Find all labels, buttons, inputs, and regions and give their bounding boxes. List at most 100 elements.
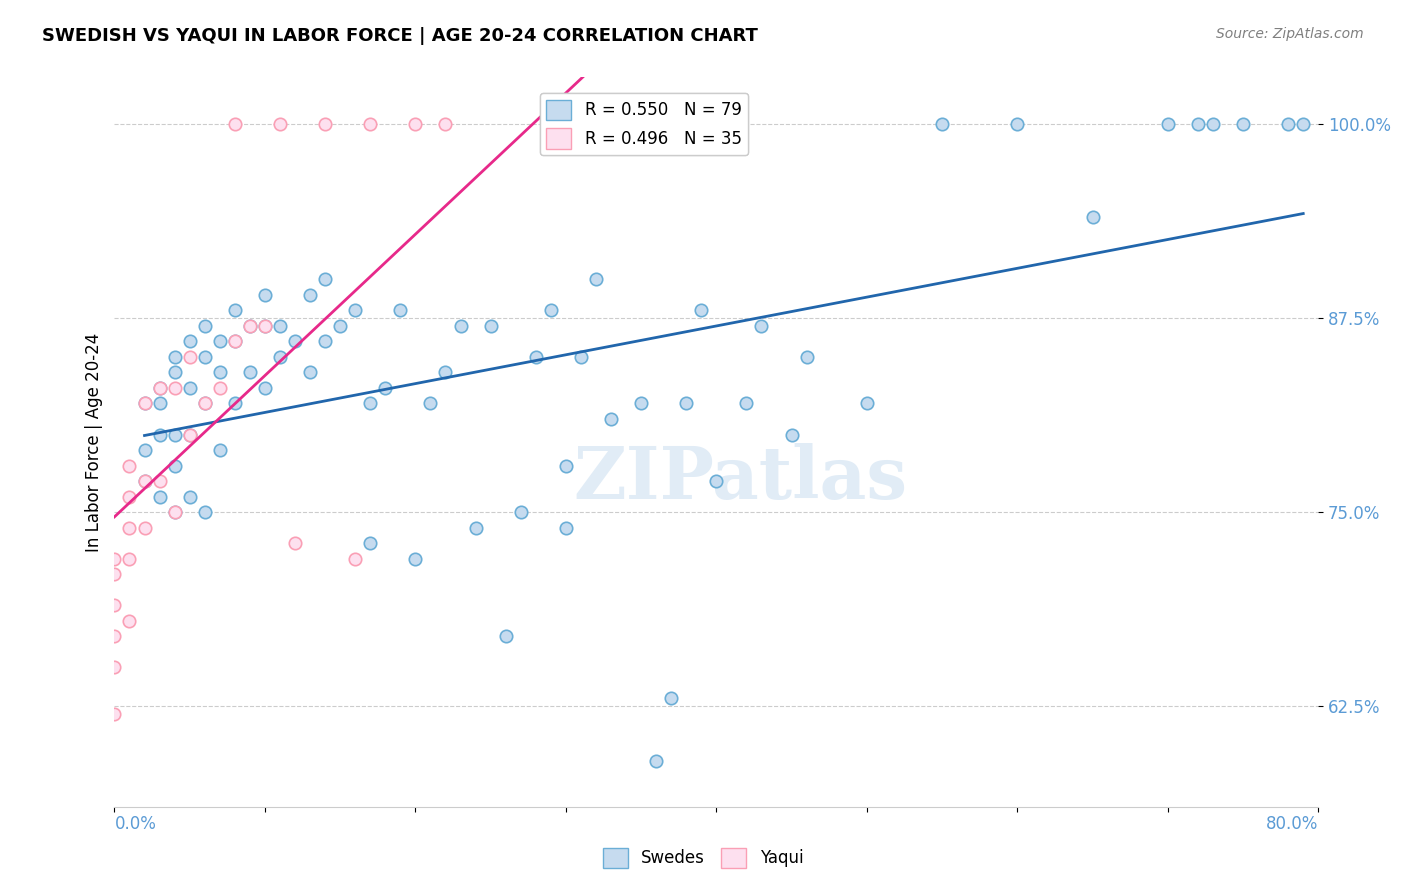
Point: [540, 303, 562, 318]
Point: [495, 629, 517, 643]
Point: [1277, 117, 1299, 131]
Point: [450, 318, 472, 333]
Point: [856, 396, 879, 410]
Point: [134, 474, 156, 488]
Point: [118, 458, 141, 473]
Point: [704, 474, 727, 488]
Point: [1157, 117, 1180, 131]
Point: [464, 521, 486, 535]
Text: ZIPatlas: ZIPatlas: [574, 443, 907, 515]
Point: [434, 365, 457, 379]
Point: [284, 334, 307, 349]
Point: [103, 567, 125, 582]
Point: [675, 396, 697, 410]
Point: [148, 427, 170, 442]
Point: [314, 117, 336, 131]
Point: [208, 334, 231, 349]
Point: [314, 334, 336, 349]
Point: [179, 490, 201, 504]
Point: [103, 599, 125, 613]
Point: [179, 334, 201, 349]
Legend: R = 0.550   N = 79, R = 0.496   N = 35: R = 0.550 N = 79, R = 0.496 N = 35: [540, 93, 748, 155]
Point: [931, 117, 953, 131]
Point: [194, 505, 217, 519]
Point: [134, 474, 156, 488]
Point: [134, 521, 156, 535]
Point: [269, 350, 291, 364]
Point: [134, 396, 156, 410]
Point: [224, 303, 246, 318]
Point: [253, 381, 276, 395]
Point: [509, 505, 531, 519]
Point: [163, 365, 186, 379]
Point: [239, 365, 262, 379]
Point: [163, 350, 186, 364]
Point: [253, 287, 276, 301]
Point: [780, 427, 803, 442]
Point: [404, 117, 426, 131]
Point: [269, 318, 291, 333]
Point: [659, 691, 682, 706]
Point: [299, 287, 322, 301]
Point: [194, 318, 217, 333]
Point: [585, 272, 607, 286]
Point: [253, 318, 276, 333]
Point: [735, 396, 758, 410]
Point: [645, 754, 668, 768]
Point: [134, 443, 156, 458]
Point: [284, 536, 307, 550]
Point: [208, 443, 231, 458]
Text: 80.0%: 80.0%: [1265, 815, 1319, 833]
Point: [179, 427, 201, 442]
Point: [103, 629, 125, 643]
Point: [1292, 117, 1315, 131]
Point: [194, 396, 217, 410]
Point: [148, 474, 170, 488]
Point: [329, 318, 352, 333]
Point: [253, 318, 276, 333]
Point: [148, 381, 170, 395]
Point: [148, 396, 170, 410]
Point: [314, 272, 336, 286]
Point: [134, 396, 156, 410]
Point: [600, 412, 623, 426]
Point: [118, 614, 141, 628]
Point: [630, 396, 652, 410]
Point: [148, 381, 170, 395]
Point: [569, 350, 592, 364]
Point: [344, 551, 367, 566]
Point: [179, 381, 201, 395]
Point: [224, 334, 246, 349]
Point: [524, 350, 547, 364]
Point: [1081, 210, 1104, 224]
Point: [479, 318, 502, 333]
Point: [118, 551, 141, 566]
Point: [389, 303, 412, 318]
Point: [299, 365, 322, 379]
Point: [344, 303, 367, 318]
Point: [148, 490, 170, 504]
Point: [163, 458, 186, 473]
Point: [1202, 117, 1225, 131]
Point: [103, 660, 125, 674]
Point: [1007, 117, 1029, 131]
Point: [163, 381, 186, 395]
Point: [163, 505, 186, 519]
Point: [224, 117, 246, 131]
Point: [163, 505, 186, 519]
Point: [208, 365, 231, 379]
Point: [374, 381, 396, 395]
Point: [359, 396, 381, 410]
Legend: Swedes, Yaqui: Swedes, Yaqui: [596, 841, 810, 875]
Point: [404, 551, 426, 566]
Text: SWEDISH VS YAQUI IN LABOR FORCE | AGE 20-24 CORRELATION CHART: SWEDISH VS YAQUI IN LABOR FORCE | AGE 20…: [42, 27, 758, 45]
Point: [239, 318, 262, 333]
Point: [239, 318, 262, 333]
Text: Source: ZipAtlas.com: Source: ZipAtlas.com: [1216, 27, 1364, 41]
Point: [194, 396, 217, 410]
Point: [179, 350, 201, 364]
Point: [359, 117, 381, 131]
Point: [1232, 117, 1254, 131]
Point: [796, 350, 818, 364]
Point: [359, 536, 381, 550]
